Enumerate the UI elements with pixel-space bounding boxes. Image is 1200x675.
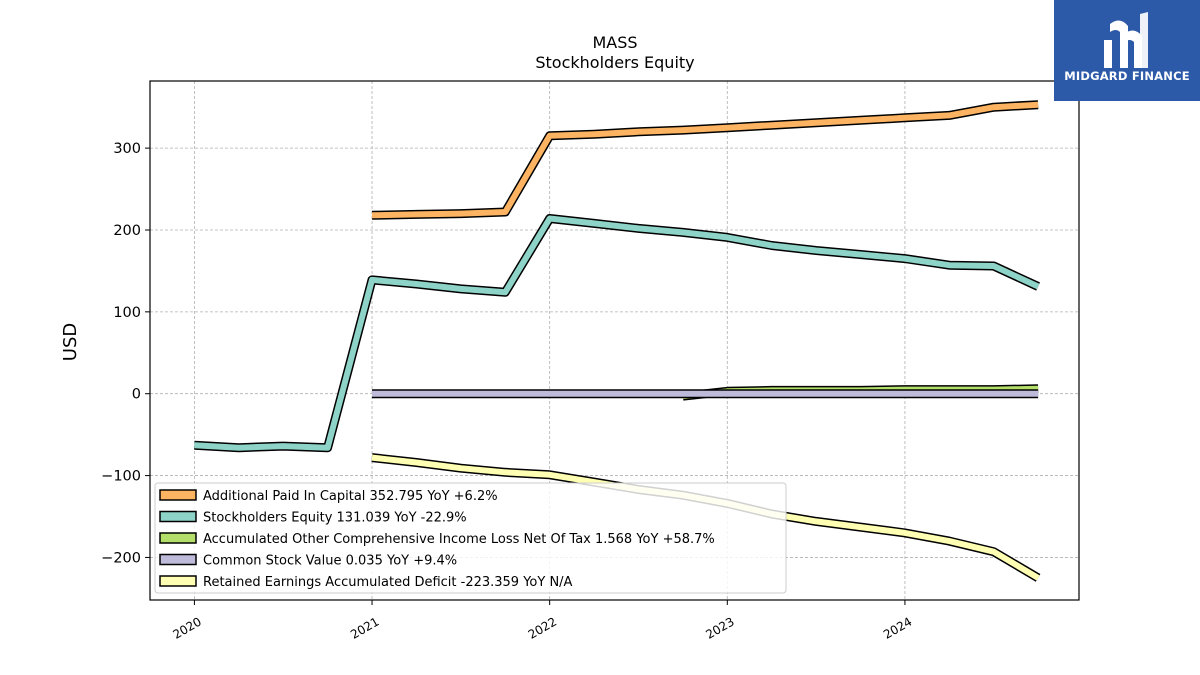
chart-subtitle: Stockholders Equity — [535, 53, 694, 72]
x-tick-label: 2021 — [348, 614, 381, 641]
legend-box — [154, 482, 787, 594]
series-outline-additional-paid-in-capital — [371, 100, 1039, 220]
y-tick-label: 200 — [113, 223, 141, 239]
y-tick-label: −200 — [101, 550, 141, 566]
midgard-logo-icon — [1104, 12, 1148, 69]
y-tick-label: −100 — [101, 469, 141, 485]
brand-logo: MIDGARD FINANCE — [1054, 0, 1200, 101]
y-tick-label: 300 — [113, 141, 141, 157]
y-tick-label: 100 — [113, 305, 141, 321]
series-outline-stockholders-equity — [194, 214, 1040, 453]
legend-label: Common Stock Value 0.035 YoY +9.4% — [203, 554, 457, 569]
legend-label: Stockholders Equity 131.039 YoY -22.9% — [203, 511, 467, 526]
legend-label: Additional Paid In Capital 352.795 YoY +… — [203, 489, 498, 504]
legend-swatch — [159, 553, 197, 566]
series-line-additional-paid-in-capital — [371, 101, 1039, 219]
legend-label: Retained Earnings Accumulated Deficit -2… — [203, 575, 573, 590]
series-line-stockholders-equity — [194, 215, 1040, 451]
chart-title: MASS — [592, 33, 637, 52]
plot-frame — [149, 80, 1080, 601]
y-axis-ticks: −200 −100 0 100 200 300 — [101, 141, 150, 566]
y-axis-label: USD — [60, 323, 81, 361]
brand-name: MIDGARD FINANCE — [1064, 69, 1190, 83]
legend: Additional Paid In Capital 352.795 YoY +… — [154, 482, 787, 594]
legend-swatch — [159, 489, 197, 501]
x-tick-label: 2022 — [526, 614, 559, 641]
legend-swatch — [159, 532, 197, 544]
legend-label: Accumulated Other Comprehensive Income L… — [203, 532, 715, 547]
x-tick-label: 2020 — [170, 614, 203, 641]
x-axis-ticks: 2020 2021 2022 2023 2024 — [170, 600, 914, 642]
x-tick-label: 2023 — [703, 614, 736, 641]
legend-swatch — [159, 575, 197, 587]
y-tick-label: 0 — [132, 387, 141, 403]
x-tick-label: 2024 — [881, 614, 914, 641]
legend-swatch — [159, 510, 197, 523]
